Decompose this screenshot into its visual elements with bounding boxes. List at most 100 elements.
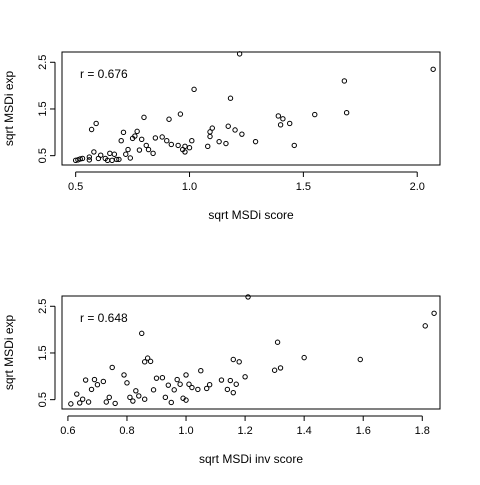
correlation-annotation: r = 0.676: [80, 67, 128, 81]
data-point: [230, 389, 236, 396]
data-point: [242, 374, 248, 380]
data-point: [227, 95, 234, 101]
x-tick-label: 1.5: [296, 181, 311, 193]
data-point: [88, 386, 95, 393]
data-point: [183, 397, 189, 403]
data-point: [153, 375, 160, 381]
data-point: [111, 151, 118, 157]
data-point: [277, 365, 284, 371]
data-point: [218, 377, 225, 383]
x-axis-title: sqrt MSDi inv score: [199, 452, 303, 466]
data-point: [430, 66, 436, 72]
data-point: [277, 122, 284, 128]
data-point: [431, 310, 437, 316]
data-point: [171, 387, 177, 393]
data-point: [139, 330, 145, 337]
data-point: [223, 140, 229, 147]
data-point: [357, 356, 363, 363]
data-point: [130, 398, 136, 404]
data-point: [141, 114, 147, 121]
y-tick-label: 1.5: [37, 345, 49, 360]
data-point: [232, 127, 238, 133]
data-point: [271, 367, 278, 373]
data-point: [341, 78, 348, 84]
data-point: [150, 150, 156, 157]
y-tick-label: 0.5: [37, 392, 49, 407]
data-point: [72, 157, 79, 164]
data-point: [77, 400, 83, 406]
data-point: [291, 142, 297, 149]
data-point: [86, 154, 93, 160]
data-point: [152, 135, 159, 141]
data-point: [422, 323, 428, 329]
data-point: [239, 131, 245, 137]
data-point: [150, 387, 157, 393]
data-point: [145, 146, 152, 153]
data-point: [177, 111, 184, 117]
data-point: [94, 382, 101, 388]
data-point: [127, 394, 133, 401]
plot-frame: [61, 51, 441, 166]
data-point: [159, 375, 166, 381]
data-point: [206, 382, 213, 388]
data-point: [141, 396, 148, 402]
data-point: [165, 382, 172, 388]
data-point: [91, 149, 97, 155]
data-point: [280, 116, 286, 122]
x-tick-label: 1.8: [415, 425, 430, 437]
scatter-panel-2: 0.6 0.8 1.0 1.2 1.4 1.6 1.8 0.5 1.5 2.5 sqrt MSDi …: [2, 294, 441, 466]
data-point: [93, 120, 99, 127]
data-point: [195, 386, 201, 393]
data-point: [236, 359, 242, 365]
x-tick-label: 1.6: [356, 425, 371, 437]
x-tick-label: 0.6: [60, 425, 75, 437]
data-point: [175, 142, 181, 149]
data-point: [227, 377, 234, 384]
data-point: [124, 380, 130, 386]
correlation-annotation: r = 0.648: [80, 311, 128, 325]
data-point: [109, 157, 115, 164]
y-tick-label: 1.5: [37, 101, 49, 116]
x-tick-label: 1.0: [182, 181, 197, 193]
data-point: [191, 86, 197, 93]
data-point: [209, 125, 215, 131]
data-point: [134, 128, 140, 135]
data-point: [113, 156, 120, 163]
data-point: [287, 120, 293, 127]
data-point: [159, 134, 165, 140]
data-point: [164, 138, 170, 144]
x-tick-label: 1.0: [178, 425, 193, 437]
y-axis-title: sqrt MSDi exp: [2, 71, 16, 147]
data-point: [100, 378, 107, 385]
y-tick-label: 2.5: [37, 299, 49, 314]
data-point: [144, 355, 151, 361]
data-point: [82, 377, 89, 383]
data-point: [103, 399, 109, 405]
data-point: [147, 358, 154, 365]
data-point: [141, 359, 148, 365]
y-tick-label: 0.5: [37, 148, 49, 163]
data-point: [230, 356, 236, 363]
data-point: [136, 393, 142, 399]
y-axis-title: sqrt MSDi exp: [2, 315, 16, 391]
data-point: [182, 149, 188, 155]
data-point: [207, 133, 213, 140]
data-point: [275, 113, 282, 119]
data-point: [98, 152, 104, 158]
x-tick-label: 0.8: [119, 425, 134, 437]
data-point: [68, 401, 74, 407]
y-tick-label: 2.5: [37, 55, 49, 70]
scatter-panel-1: 0.5 1.0 1.5 2.0 0.5 1.5 2.5 sqrt MSDi score sqrt…: [2, 51, 441, 222]
data-point: [182, 143, 188, 150]
data-point: [121, 372, 127, 378]
data-point: [107, 150, 113, 157]
data-point: [143, 142, 149, 149]
data-point: [79, 155, 86, 162]
data-point: [312, 111, 318, 118]
data-point: [274, 339, 281, 345]
x-tick-label: 1.2: [237, 425, 252, 437]
data-point: [166, 116, 172, 122]
data-point: [123, 151, 129, 157]
data-point: [125, 146, 131, 153]
